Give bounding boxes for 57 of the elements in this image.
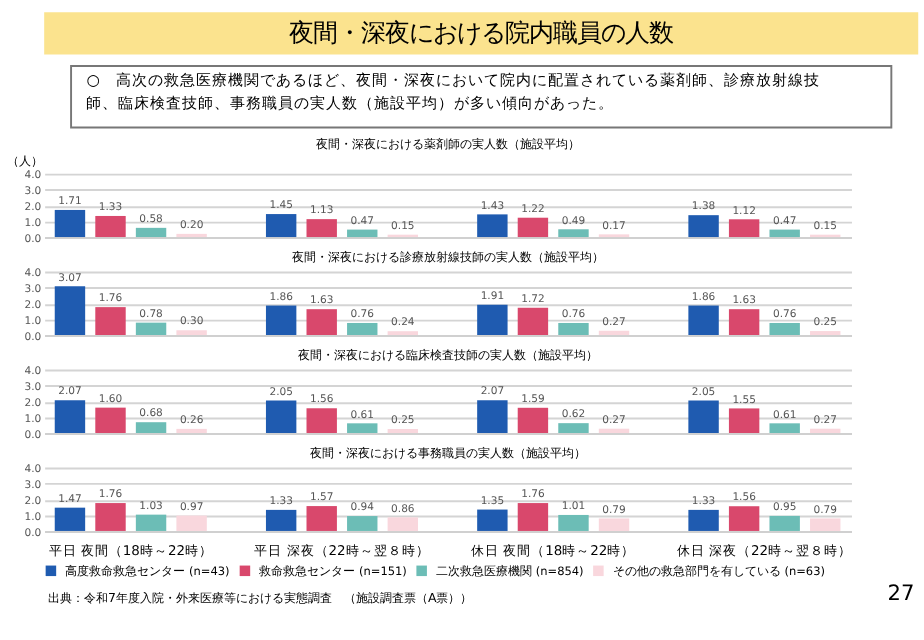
bar [769,515,800,531]
bar [477,509,508,531]
bar [135,422,167,433]
bar [558,229,589,238]
bar [265,214,297,238]
bar [265,509,297,531]
bar [769,423,800,433]
bar [810,518,841,531]
bar [728,506,760,531]
bar [517,407,549,433]
bar [477,304,508,336]
bar [347,229,378,238]
bar [265,400,297,433]
bar [347,322,378,336]
bar [558,514,589,531]
bar [558,322,589,336]
text: 27 [887,582,915,607]
bar [306,506,337,531]
bar [95,307,126,336]
bar [54,400,86,433]
bar [477,214,508,238]
bar [95,503,126,531]
bar [387,517,419,531]
bar [176,515,207,531]
bar [54,209,86,238]
bar [688,400,719,433]
bar [95,407,126,433]
bar [176,330,207,336]
bar [347,516,378,531]
bar [728,219,760,238]
bar [135,227,167,238]
bar [728,408,760,433]
bar [769,322,800,336]
bar [769,229,800,238]
bar [517,307,549,336]
bar [135,514,167,531]
bar [558,423,589,433]
bar [517,503,549,531]
bar [135,322,167,336]
bar [306,408,337,433]
text: 夜間・深夜における院内職員の人数 [289,17,674,48]
bar [95,215,126,238]
bar [598,518,630,531]
bar [477,400,508,433]
bar [688,215,719,238]
bar [347,423,378,433]
bar [306,309,337,336]
bar [54,286,86,336]
bar [688,305,719,336]
bar [54,507,86,531]
bar [306,219,337,238]
bar [517,217,549,238]
bar [728,309,760,336]
text: ○ 高次の救急医療機関であるほど、夜間・深夜において院内に配置されている薬剤師、診療放射線技師、臨床検査技師、事務職員の実人数（施設平均）が多い傾向があった。 [86,71,820,113]
bar [265,305,297,336]
bar [688,509,719,531]
bar [598,330,630,336]
